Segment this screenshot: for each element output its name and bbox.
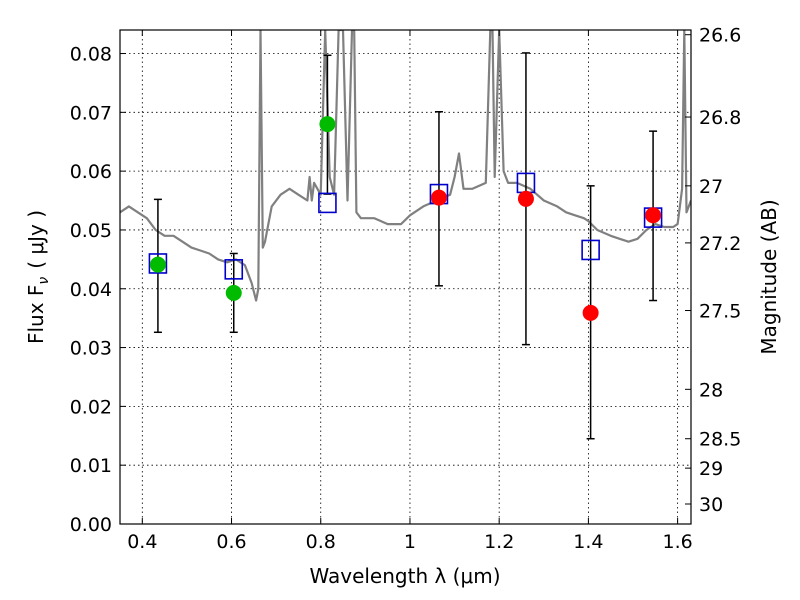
spectrum-line (120, 30, 691, 302)
model-box (318, 192, 337, 214)
right-axis-title: Magnitude (AB) (757, 199, 781, 354)
y-tick-label: 0.05 (70, 220, 112, 242)
y-axis-title: Flux Fν ( μJy ) (24, 210, 52, 344)
x-tick-label: 0.6 (216, 531, 246, 553)
model-box (581, 239, 600, 261)
right-tick-label: 29 (699, 458, 723, 480)
green-point (225, 284, 242, 301)
plot-frame (119, 29, 692, 525)
y-axis-title-main: Flux F (24, 285, 48, 344)
y-tick-label: 0.01 (70, 455, 112, 477)
red-point (430, 189, 447, 206)
x-tick-label: 1.6 (663, 531, 693, 553)
x-tick-label: 0.8 (306, 531, 336, 553)
x-tick-label: 1 (404, 531, 416, 553)
observed-point-layer (149, 116, 662, 321)
tick-labels: 0.4 0.6 0.8 1 1.2 1.4 1.6 0.00 0.01 0.02 0.03 0.04 0… (70, 25, 742, 553)
y-tick-label: 0.08 (70, 44, 112, 66)
ticks (120, 30, 691, 525)
model-box (224, 259, 244, 280)
model-box-layer (148, 172, 663, 280)
red-point (645, 207, 662, 224)
spectrum-layer (120, 30, 691, 302)
y-axis-title-unit: ( μJy ) (24, 210, 48, 269)
y-tick-label: 0.00 (70, 514, 112, 536)
grid (120, 30, 691, 525)
right-tick-label: 27.2 (699, 233, 741, 255)
right-tick-label: 28 (699, 379, 723, 401)
y-tick-label: 0.06 (70, 161, 112, 183)
red-point (517, 190, 534, 207)
x-tick-label: 1.2 (484, 531, 514, 553)
green-point (149, 256, 166, 273)
right-tick-label: 26.8 (699, 107, 741, 129)
y-tick-label: 0.04 (70, 279, 112, 301)
right-tick-label: 27 (699, 176, 723, 198)
y-tick-label: 0.03 (70, 338, 112, 360)
green-point (319, 116, 336, 133)
model-box (148, 253, 168, 274)
x-axis-title: Wavelength λ (μm) (309, 564, 500, 588)
right-tick-label: 28.5 (699, 429, 741, 451)
right-tick-label: 27.5 (699, 301, 741, 323)
x-tick-label: 0.4 (127, 531, 157, 553)
right-tick-label: 26.6 (699, 25, 741, 47)
right-tick-label: 30 (699, 494, 723, 516)
y-tick-label: 0.02 (70, 396, 112, 418)
red-point (582, 304, 599, 321)
y-axis-title-sub: ν (36, 277, 52, 285)
y-tick-label: 0.07 (70, 102, 112, 124)
x-tick-label: 1.4 (573, 531, 603, 553)
